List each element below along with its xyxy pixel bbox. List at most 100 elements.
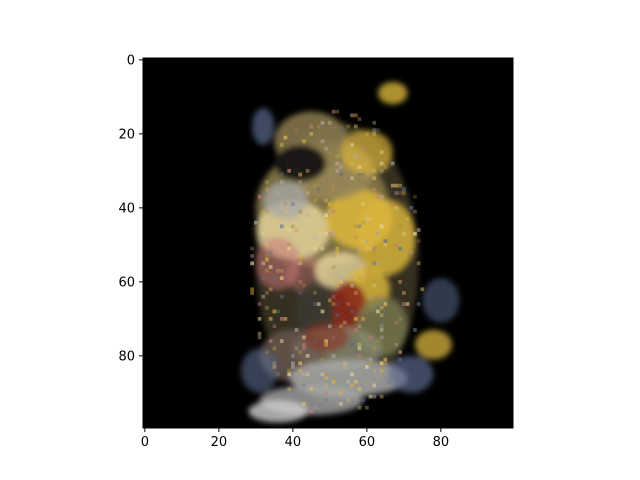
- image-pixel: [265, 254, 269, 258]
- x-tick-label: 0: [141, 435, 149, 450]
- image-pixel: [353, 235, 358, 240]
- image-pixel: [328, 231, 332, 236]
- image-pixel: [353, 350, 358, 354]
- y-tick-label: 20: [118, 127, 135, 142]
- image-pixel: [302, 372, 306, 377]
- image-pixel: [372, 187, 377, 192]
- image-pixel: [390, 183, 395, 188]
- image-pixel: [276, 268, 280, 273]
- image-pixel: [294, 250, 299, 255]
- image-pixel: [335, 302, 340, 306]
- image-pixel: [298, 402, 303, 406]
- image-pixel: [298, 209, 303, 214]
- image-pixel: [350, 383, 354, 388]
- image-pixel: [402, 187, 406, 192]
- image-region: [422, 278, 460, 323]
- image-pixel: [394, 183, 399, 188]
- image-pixel: [320, 372, 325, 377]
- image-pixel: [416, 261, 421, 266]
- image-pixel: [350, 113, 354, 118]
- image-pixel: [394, 191, 399, 195]
- image-pixel: [365, 239, 369, 243]
- image-content: [241, 82, 460, 423]
- image-pixel: [291, 202, 295, 206]
- image-pixel: [405, 217, 410, 221]
- image-region: [377, 82, 408, 105]
- image-pixel: [320, 120, 325, 125]
- image-pixel: [265, 291, 269, 295]
- image-pixel: [346, 302, 351, 306]
- image-pixel: [376, 224, 380, 229]
- image-pixel: [268, 287, 273, 292]
- image-pixel: [313, 291, 317, 295]
- image-pixel: [298, 280, 303, 284]
- image-pixel: [372, 283, 377, 288]
- image-pixel: [283, 261, 288, 266]
- image-pixel: [409, 250, 414, 255]
- image-pixel: [268, 265, 273, 269]
- image-pixel: [376, 231, 380, 236]
- y-tick-label: 80: [118, 349, 135, 364]
- image-pixel: [372, 169, 377, 173]
- image-pixel: [331, 231, 336, 236]
- image-pixel: [361, 146, 365, 151]
- image-pixel: [320, 246, 325, 251]
- image-pixel: [368, 335, 373, 340]
- image-pixel: [398, 280, 402, 284]
- x-tick-label: 40: [285, 435, 302, 450]
- image-pixel: [379, 194, 384, 199]
- image-pixel: [365, 365, 369, 369]
- image-pixel: [357, 354, 362, 358]
- image-pixel: [309, 387, 314, 391]
- image-pixel: [287, 228, 291, 232]
- image-pixel: [305, 372, 310, 377]
- image-pixel: [416, 239, 421, 243]
- image-pixel: [372, 128, 377, 132]
- image-pixel: [376, 194, 380, 199]
- image-pixel: [313, 228, 317, 232]
- y-tick-label: 60: [118, 275, 135, 290]
- image-pixel: [350, 276, 354, 280]
- image-pixel: [353, 317, 358, 321]
- image-pixel: [313, 198, 317, 203]
- image-pixel: [372, 246, 377, 251]
- image-pixel: [372, 176, 377, 181]
- image-pixel: [409, 250, 414, 255]
- image-pixel: [361, 398, 365, 403]
- image-pixel: [298, 261, 303, 266]
- image-pixel: [398, 224, 402, 229]
- image-pixel: [265, 305, 269, 310]
- image-pixel: [398, 246, 402, 251]
- image-pixel: [257, 335, 262, 340]
- image-pixel: [320, 228, 325, 232]
- image-pixel: [279, 180, 284, 184]
- y-tick-label: 0: [127, 53, 135, 68]
- image-pixel: [339, 391, 343, 395]
- image-pixel: [305, 354, 310, 358]
- image-pixel: [342, 165, 347, 169]
- image-pixel: [328, 150, 332, 155]
- image-pixel: [268, 250, 273, 255]
- image-pixel: [302, 342, 306, 347]
- image-pixel: [368, 394, 373, 399]
- image-pixel: [365, 217, 369, 221]
- image-pixel: [350, 372, 354, 377]
- image-pixel: [335, 250, 340, 255]
- image-region: [263, 181, 308, 219]
- image-pixel: [379, 169, 384, 173]
- image-pixel: [335, 161, 340, 166]
- image-pixel: [324, 231, 328, 236]
- image-pixel: [302, 283, 306, 288]
- image-pixel: [309, 409, 314, 414]
- image-pixel: [368, 294, 373, 299]
- image-pixel: [339, 402, 343, 406]
- image-pixel: [302, 402, 306, 406]
- image-pixel: [350, 143, 354, 147]
- image-pixel: [313, 209, 317, 214]
- image-pixel: [291, 361, 295, 366]
- image-pixel: [394, 320, 399, 325]
- image-pixel: [383, 243, 388, 247]
- image-pixel: [357, 165, 362, 169]
- image-pixel: [339, 172, 343, 177]
